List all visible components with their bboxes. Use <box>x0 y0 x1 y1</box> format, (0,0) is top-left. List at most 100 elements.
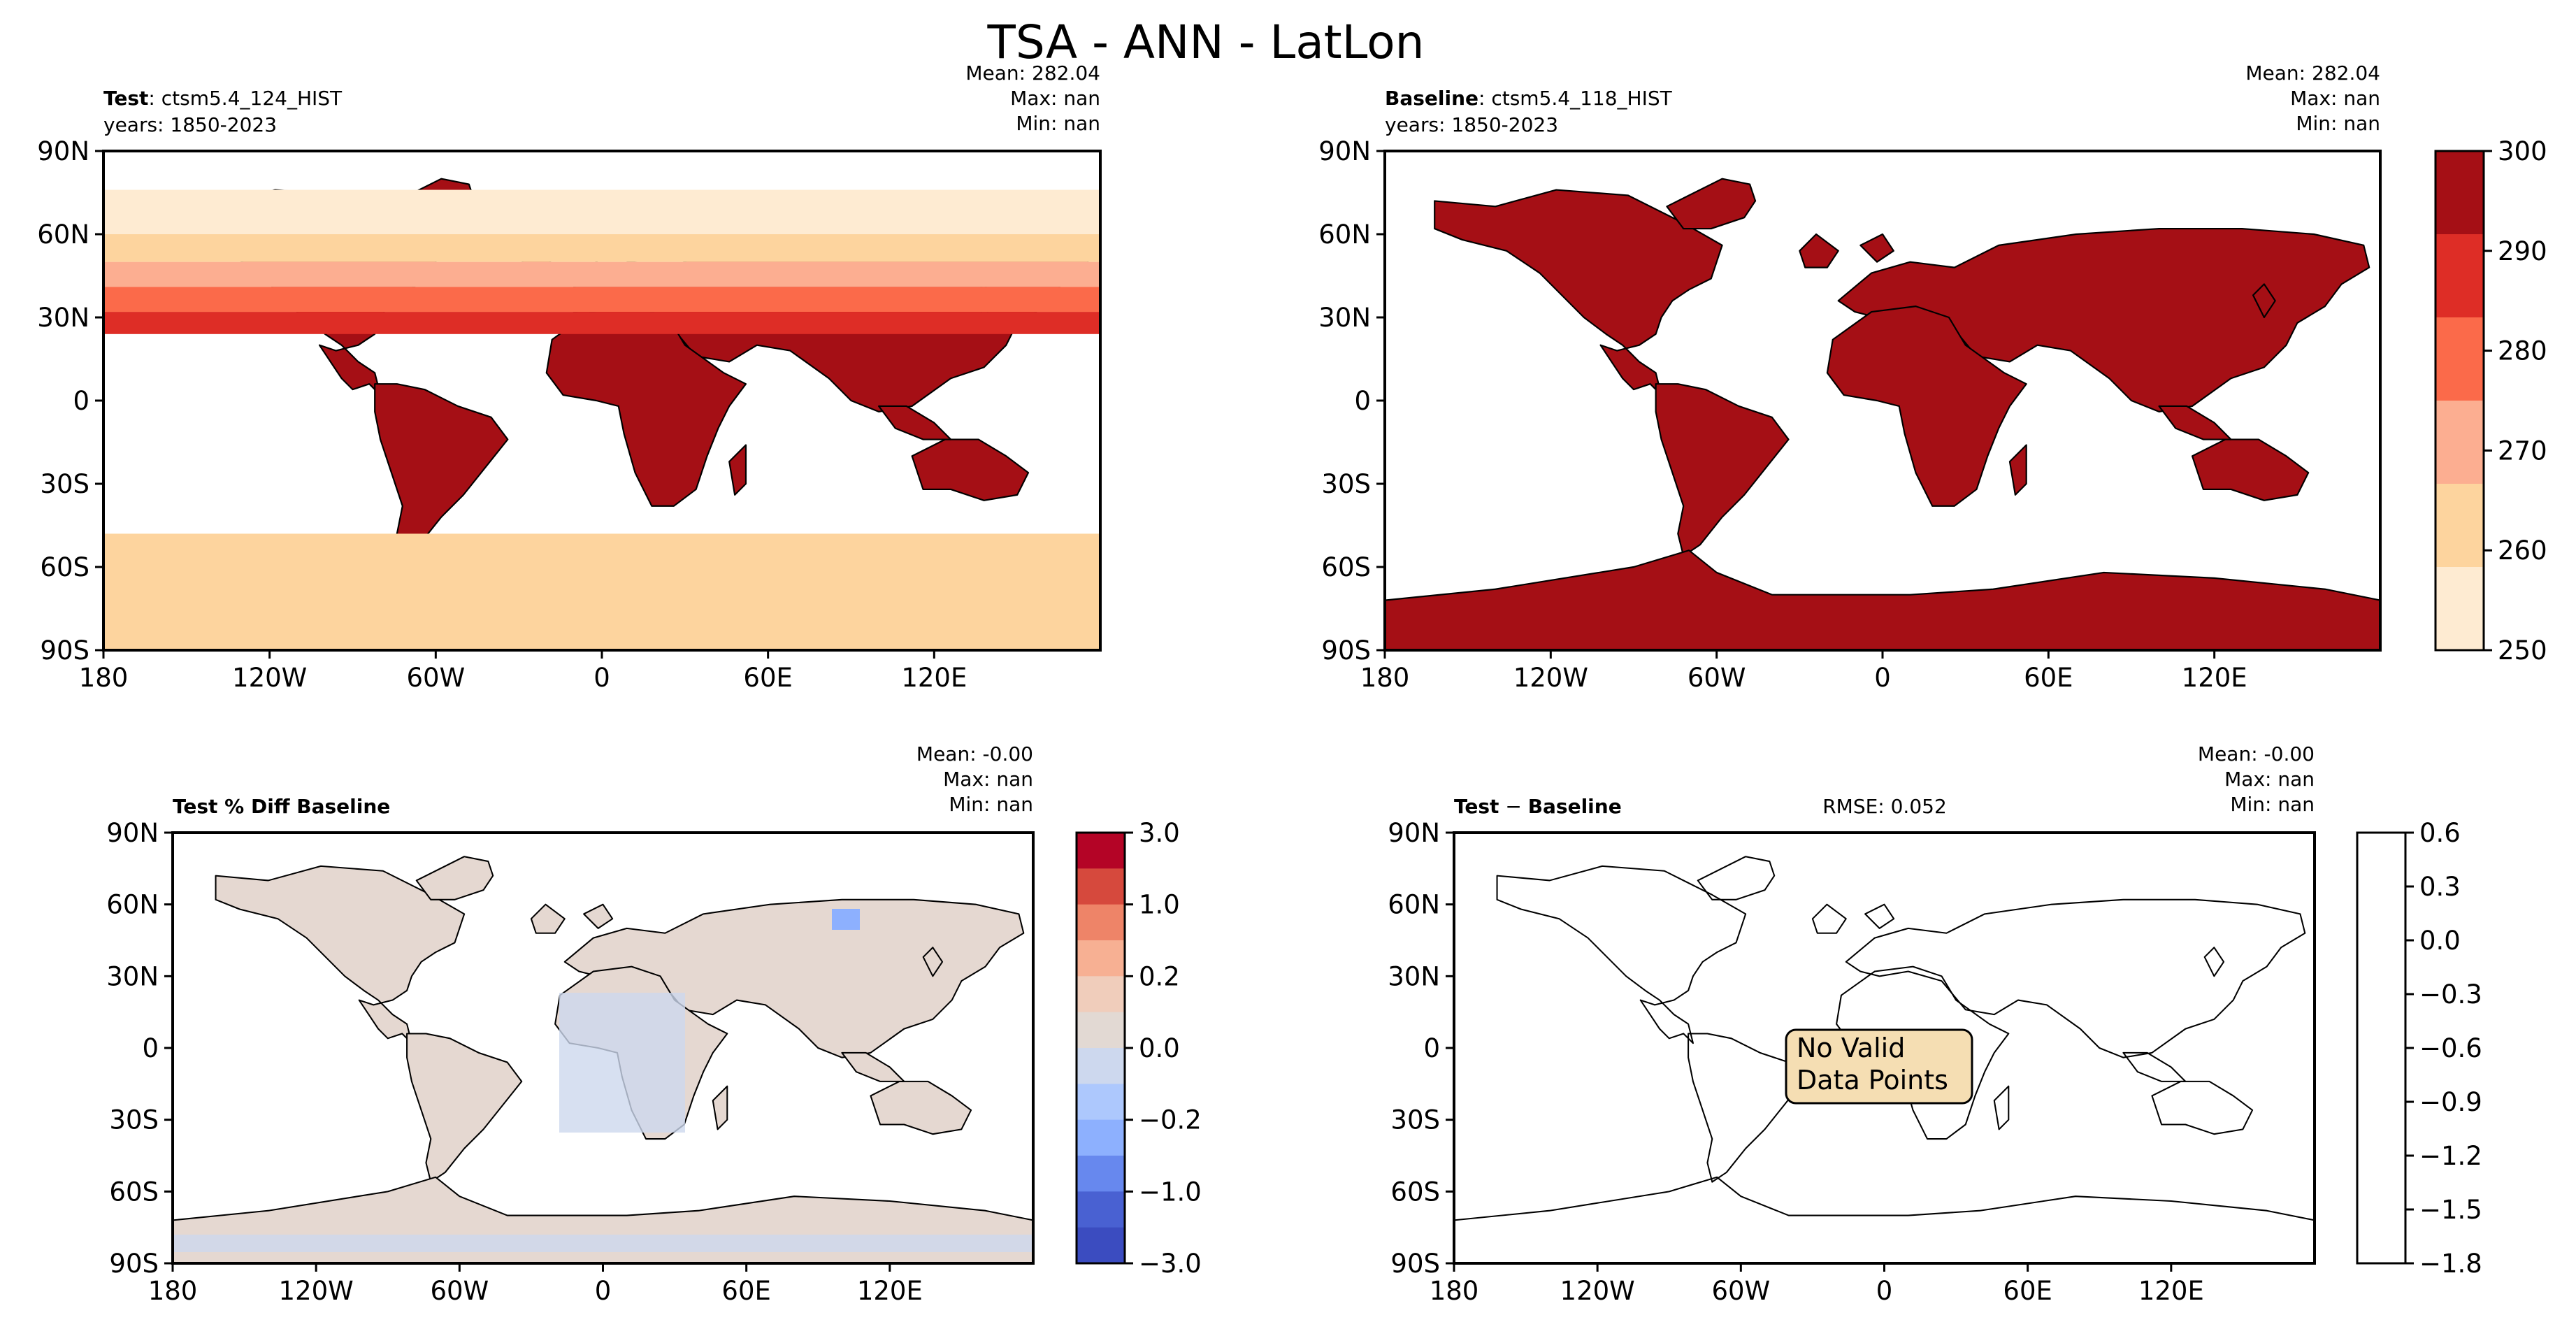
colorbar-pct-diff-segment <box>1077 1119 1125 1156</box>
test-xtick-label: 0 <box>593 663 610 693</box>
diff-title-test: Test <box>1454 795 1499 818</box>
diff-ytick-label: 0 <box>1423 1033 1440 1063</box>
baseline-ytick-label: 30N <box>1318 303 1371 333</box>
diff-xtick-label: 120E <box>2138 1276 2204 1306</box>
colorbar-temperature-tick-label: 250 <box>2498 635 2547 666</box>
test-stat-min: Min: nan <box>1016 112 1100 135</box>
test-ytick-label: 30S <box>40 469 89 499</box>
no-data-line-2: Data Points <box>1797 1065 1948 1096</box>
diff-rmse: RMSE: 0.052 <box>1822 795 1947 818</box>
colorbar-temperature-segment <box>2435 317 2484 401</box>
pctdiff-ytick-label: 90S <box>109 1249 159 1279</box>
test-stat-max: Max: nan <box>1010 87 1100 110</box>
test-ytick-label: 60S <box>40 552 89 582</box>
baseline-xtick-label: 0 <box>1874 663 1891 693</box>
test-years: years: 1850-2023 <box>103 113 277 136</box>
pctdiff-ytick-label: 30S <box>109 1105 159 1135</box>
colorbar-abs-diff-tick-label: −1.8 <box>2419 1249 2482 1279</box>
pctdiff-patch-asia <box>832 909 860 930</box>
colorbar-temperature-tick-label: 260 <box>2498 536 2547 566</box>
baseline-xtick-label: 180 <box>1360 663 1410 693</box>
diff-panel: Test − Baseline RMSE: 0.052 Mean: -0.00 … <box>1453 742 2316 1265</box>
test-map <box>103 177 1100 650</box>
diff-xtick-label: 60E <box>2003 1276 2052 1306</box>
pctdiff-ytick-label: 60N <box>106 890 159 920</box>
baseline-ytick-label: 90S <box>1321 635 1371 666</box>
baseline-land <box>1385 177 2380 650</box>
diff-xtick-label: 120W <box>1560 1276 1635 1306</box>
diff-title-baseline: Baseline <box>1528 795 1622 818</box>
test-ytick-label: 90N <box>37 136 89 166</box>
pctdiff-map <box>173 855 1033 1263</box>
colorbar-temperature-segment <box>2435 401 2484 484</box>
no-data-line-1: No Valid <box>1797 1033 1905 1063</box>
test-ytick-label: 90S <box>40 635 89 666</box>
baseline-ytick-label: 30S <box>1321 469 1371 499</box>
pctdiff-xtick-label: 120E <box>857 1276 923 1306</box>
test-xtick-label: 180 <box>79 663 129 693</box>
colorbar-pct-diff-segment <box>1077 976 1125 1013</box>
test-xtick-label: 120W <box>232 663 307 693</box>
colorbar-abs-diff-tick-label: −0.9 <box>2419 1087 2482 1117</box>
colorbar-pct-diff-segment <box>1077 868 1125 905</box>
colorbar-temperature-segment <box>2435 234 2484 318</box>
colorbar-abs-diff-tick-label: −1.2 <box>2419 1141 2482 1171</box>
colorbar-pct-diff-segment <box>1077 1191 1125 1228</box>
colorbar-temperature-tick-label: 290 <box>2498 236 2547 266</box>
pctdiff-xtick-label: 180 <box>148 1276 198 1306</box>
colorbar-pct-diff-segment <box>1077 833 1125 869</box>
pctdiff-patch-south <box>173 1235 1033 1252</box>
pctdiff-ytick-label: 90N <box>106 818 159 848</box>
colorbar-temperature: 300 290 280 270 260 250 <box>2434 136 2547 666</box>
baseline-ytick-label: 60N <box>1318 220 1371 250</box>
baseline-title: Baseline: ctsm5.4_118_HIST <box>1385 87 1673 110</box>
test-xtick-label: 60E <box>743 663 792 693</box>
diff-ytick-label: 90S <box>1390 1249 1440 1279</box>
baseline-xtick-label: 60W <box>1688 663 1746 693</box>
baseline-ytick-label: 90N <box>1318 136 1371 166</box>
diff-stat-max: Max: nan <box>2224 768 2315 791</box>
colorbar-pct-diff-tick-label: 0.2 <box>1139 961 1180 991</box>
diff-stat-mean: Mean: -0.00 <box>2198 742 2315 766</box>
pctdiff-stat-max: Max: nan <box>943 768 1033 791</box>
test-stat-mean: Mean: 282.04 <box>965 62 1100 85</box>
diff-ytick-label: 60S <box>1390 1177 1440 1207</box>
colorbar-abs-diff: 0.6 0.3 0.0 −0.3 −0.6 −0.9 −1.2 −1.5 −1.8 <box>2356 818 2482 1279</box>
diff-ytick-label: 60N <box>1388 890 1440 920</box>
test-title-case: : ctsm5.4_124_HIST <box>148 87 343 110</box>
pctdiff-ytick-label: 30N <box>106 961 159 991</box>
baseline-ytick-label: 0 <box>1354 386 1371 416</box>
diff-title: Test − Baseline <box>1454 795 1622 818</box>
pctdiff-stat-min: Min: nan <box>949 793 1033 816</box>
colorbar-temperature-frame <box>2434 150 2485 652</box>
test-ytick-label: 30N <box>37 303 89 333</box>
test-temp-bands <box>103 189 1100 650</box>
colorbar-pct-diff-tick-label: −0.2 <box>1139 1105 1202 1135</box>
colorbar-abs-diff-tick-label: 0.0 <box>2419 926 2461 956</box>
colorbar-pct-diff-tick-label: −1.0 <box>1139 1177 1202 1207</box>
baseline-ytick-label: 60S <box>1321 552 1371 582</box>
diff-ytick-label: 90N <box>1388 818 1440 848</box>
baseline-stat-min: Min: nan <box>2296 112 2380 135</box>
test-title: Test: ctsm5.4_124_HIST <box>103 87 343 110</box>
pctdiff-patch-africa <box>559 993 685 1133</box>
pctdiff-panel: Test % Diff Baseline Mean: -0.00 Max: na… <box>171 742 1035 1265</box>
colorbar-pct-diff-segment <box>1077 940 1125 977</box>
diff-title-op: − <box>1499 795 1527 818</box>
baseline-panel: Baseline: ctsm5.4_118_HIST years: 1850-2… <box>1383 62 2382 652</box>
baseline-title-case: : ctsm5.4_118_HIST <box>1478 87 1673 110</box>
baseline-stat-max: Max: nan <box>2290 87 2380 110</box>
colorbar-temperature-tick-label: 300 <box>2498 136 2547 166</box>
colorbar-pct-diff-segment <box>1077 1084 1125 1121</box>
pctdiff-ytick-label: 60S <box>109 1177 159 1207</box>
colorbar-pct-diff-segment <box>1077 904 1125 941</box>
colorbar-pct-diff-segment <box>1077 1156 1125 1192</box>
colorbar-abs-diff-tick-label: 0.6 <box>2419 818 2461 848</box>
pctdiff-title: Test % Diff Baseline <box>173 795 390 818</box>
pctdiff-stat-mean: Mean: -0.00 <box>916 742 1033 766</box>
colorbar-pct-diff: 3.0 1.0 0.2 0.0 −0.2 −1.0 −3.0 <box>1075 818 1202 1279</box>
pctdiff-ytick-label: 0 <box>142 1033 159 1063</box>
pctdiff-xtick-label: 60W <box>430 1276 489 1306</box>
